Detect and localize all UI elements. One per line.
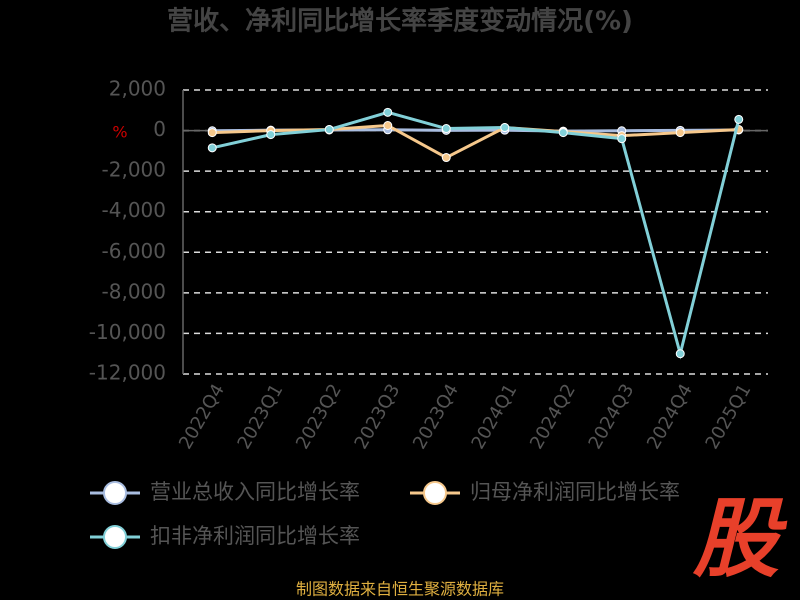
legend-marker [103,481,127,505]
data-point [207,128,217,138]
data-point [383,107,393,117]
y-tick-label: -10,000 [89,320,166,344]
data-point [324,125,334,135]
legend-label: 扣非净利润同比增长率 [150,524,360,548]
series-line [211,110,741,360]
data-point [207,143,217,153]
data-point [675,349,685,359]
logo: 股 [692,489,788,589]
y-tick-label: -2,000 [102,158,166,182]
y-axis-label: % [112,123,127,142]
data-point [266,130,276,140]
source: 制图数据来自恒生聚源数据库 [296,580,504,599]
data-point [441,124,451,134]
legend-marker [103,525,127,549]
series-line [212,123,739,160]
data-point [500,123,510,133]
data-point [383,121,393,130]
y-tick-label: 2,000 [109,77,166,101]
y-tick-label: -4,000 [102,198,166,222]
y-tick-label: -12,000 [89,361,166,385]
y-tick-label: -6,000 [102,239,166,263]
legend-marker [423,481,447,505]
data-point [558,128,568,138]
data-point [617,134,627,144]
y-tick-label: 0 [153,117,166,141]
data-point [734,114,744,124]
chart-title: 营收、净利同比增长率季度变动情况(%) [167,6,633,37]
legend-label: 归母净利润同比增长率 [470,480,680,504]
data-point [441,153,451,163]
legend-label: 营业总收入同比增长率 [150,480,360,504]
y-tick-label: -8,000 [102,279,166,303]
data-point [675,128,685,138]
